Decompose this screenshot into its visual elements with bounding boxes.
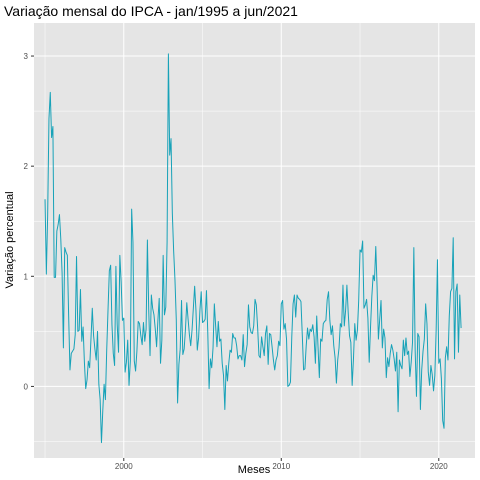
series-layer (44, 53, 462, 444)
plot-panel (34, 23, 475, 458)
x-tick-label: 2020 (430, 462, 448, 471)
y-tick-label: 3 (24, 52, 29, 61)
y-tick-label: 2 (24, 162, 29, 171)
major-gridlines (34, 23, 475, 458)
x-tick-label: 2000 (115, 462, 133, 471)
y-tick-label: 1 (24, 272, 29, 281)
series-line (44, 53, 462, 444)
y-tick-label: 0 (24, 382, 29, 391)
axes: 2000 2010 2020 0 1 2 3 (24, 52, 449, 471)
minor-gridlines (34, 23, 475, 458)
x-axis-title: Meses (238, 464, 271, 476)
y-axis-title: Variação percentual (4, 191, 16, 288)
x-tick-label: 2010 (272, 462, 290, 471)
chart-title: Variação mensal do IPCA - jan/1995 a jun… (4, 3, 298, 19)
